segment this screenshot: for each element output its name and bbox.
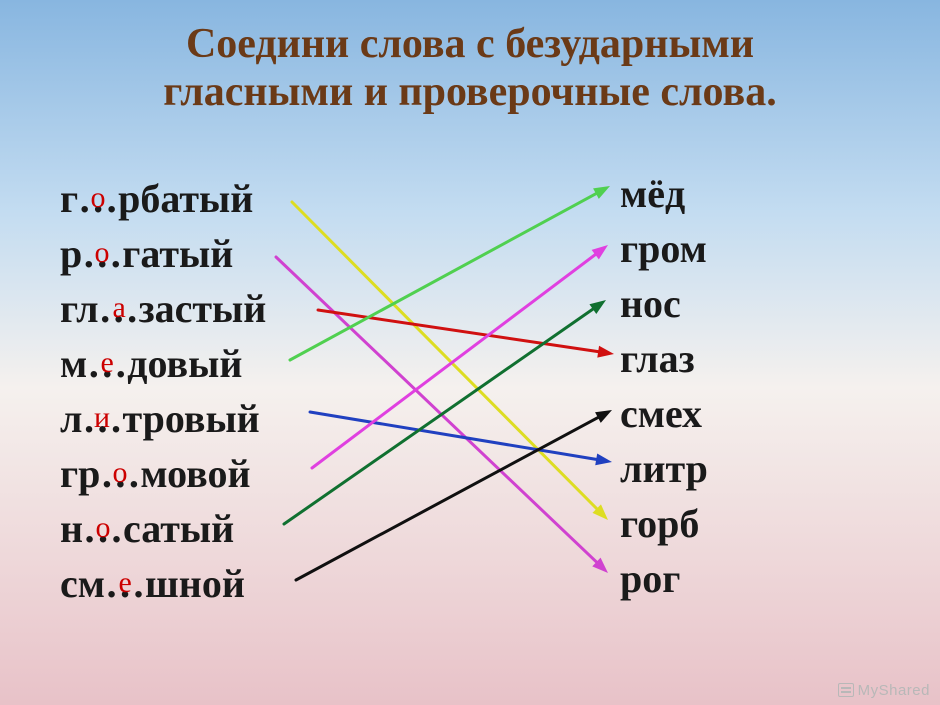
arrow-line-7 (296, 418, 598, 580)
watermark-icon (838, 683, 854, 697)
left-word-5: гр…омовой (60, 450, 251, 497)
left-word-post: застый (139, 286, 267, 331)
arrow-head-4 (595, 453, 612, 465)
arrows-group (276, 186, 614, 580)
left-word-2: гл…азастый (60, 285, 266, 332)
left-word-pre: н (60, 506, 83, 551)
right-word-4: смех (620, 390, 702, 437)
right-word-2: нос (620, 280, 681, 327)
left-word-4: л…итровый (60, 395, 260, 442)
arrow-line-5 (312, 255, 595, 468)
missing-letter: а (113, 291, 126, 325)
left-word-6: н…осатый (60, 505, 234, 552)
slide-title: Соедини слова с безударными гласными и п… (0, 20, 940, 117)
left-word-pre: см (60, 561, 105, 606)
left-word-1: р…огатый (60, 230, 233, 277)
missing-letter: е (101, 346, 114, 380)
arrow-head-5 (592, 245, 608, 259)
watermark: MyShared (838, 682, 930, 699)
left-word-post: сатый (123, 506, 234, 551)
right-word-3: глаз (620, 335, 695, 382)
left-word-pre: м (60, 341, 87, 386)
missing-letter: о (113, 456, 128, 490)
right-word-0: мёд (620, 170, 685, 217)
left-word-post: рбатый (118, 176, 253, 221)
arrow-head-3 (593, 186, 610, 199)
missing-letter: е (119, 566, 132, 600)
arrow-head-2 (597, 346, 614, 358)
missing-letter: и (94, 401, 110, 435)
left-word-pre: гр (60, 451, 100, 496)
missing-letter: о (95, 236, 110, 270)
left-word-post: мовой (140, 451, 250, 496)
left-word-3: м…едовый (60, 340, 242, 387)
title-line-2: гласными и проверочные слова. (163, 69, 776, 115)
left-word-pre: гл (60, 286, 99, 331)
left-word-pre: л (60, 396, 82, 441)
left-word-post: тровый (122, 396, 259, 441)
missing-letter: о (96, 511, 111, 545)
arrow-line-0 (292, 202, 597, 509)
left-word-pre: г (60, 176, 78, 221)
arrow-head-6 (589, 300, 606, 314)
arrow-line-4 (310, 412, 596, 459)
left-word-post: шной (145, 561, 245, 606)
arrow-line-6 (284, 309, 593, 524)
right-word-7: рог (620, 555, 680, 602)
watermark-text: MyShared (858, 682, 930, 699)
left-word-7: см…ешной (60, 560, 245, 607)
title-line-1: Соедини слова с безударными (186, 21, 754, 67)
slide-root: Соедини слова с безударными гласными и п… (0, 0, 940, 705)
arrow-head-0 (592, 504, 608, 520)
arrow-head-1 (592, 558, 608, 573)
left-word-0: г…орбатый (60, 175, 253, 222)
left-word-pre: р (60, 231, 82, 276)
arrow-line-3 (290, 194, 596, 360)
arrow-head-7 (595, 410, 612, 423)
right-word-5: литр (620, 445, 708, 492)
right-word-6: горб (620, 500, 699, 547)
right-word-1: гром (620, 225, 707, 272)
left-word-post: довый (127, 341, 242, 386)
left-word-post: гатый (122, 231, 233, 276)
arrow-line-1 (276, 257, 596, 562)
missing-letter: о (91, 181, 106, 215)
arrow-line-2 (318, 310, 598, 352)
